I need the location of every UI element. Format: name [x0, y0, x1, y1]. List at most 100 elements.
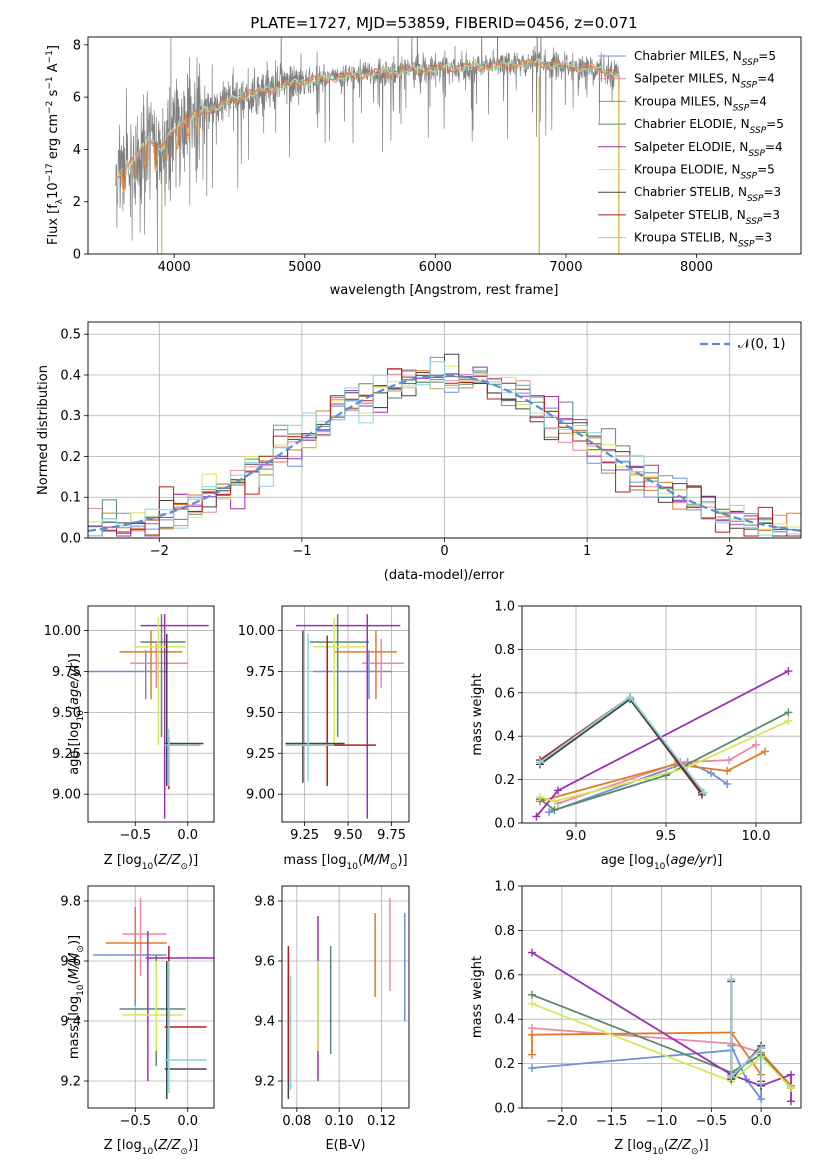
spectrum-xlabel: wavelength [Angstrom, rest frame]: [330, 283, 559, 298]
weight-point: [787, 1070, 796, 1079]
y-tick-label: 9.25: [52, 747, 81, 762]
y-tick-label: 4: [73, 143, 81, 158]
weight-point: [723, 766, 732, 775]
weight-point: [707, 769, 715, 778]
mass_Z-xlabel: Z [log10(Z/Z⊙)]: [104, 1138, 198, 1157]
legend-entry: Chabrier MILES, NSSP=5: [634, 49, 776, 68]
legend-entry: Salpeter ELODIE, NSSP=4: [634, 140, 783, 159]
y-tick-label: 9.00: [52, 788, 81, 803]
y-tick-label: 6: [73, 91, 81, 106]
legend-entry: Kroupa ELODIE, NSSP=5: [634, 163, 775, 182]
x-tick-label: −1: [292, 544, 311, 559]
weight-point: [626, 693, 634, 702]
y-tick-label: 0.2: [494, 1057, 515, 1072]
x-tick-label: 10.0: [742, 829, 771, 844]
y-tick-label: 0.4: [494, 1013, 515, 1028]
weight-series-line: [557, 744, 757, 805]
axes-frame: [87, 605, 215, 823]
x-tick-label: 0.0: [177, 1114, 198, 1129]
normal-curve: [88, 374, 801, 532]
weight-point: [752, 740, 760, 749]
x-tick-label: 7000: [549, 260, 582, 275]
age_mass-xlabel: mass [log10(M/M⊙)]: [283, 853, 407, 872]
legend-entry: Chabrier ELODIE, NSSP=5: [634, 117, 784, 136]
x-tick-label: 1: [583, 544, 591, 559]
x-tick-label: 0.10: [325, 1114, 354, 1129]
axes-mass_ebv: 0.08 0.10 0.12 9.2 9.4 9.6 9.8: [254, 885, 410, 1129]
y-tick-label: 9.6: [60, 955, 81, 970]
y-tick-label: 1.0: [494, 600, 515, 615]
y-tick-label: 9.00: [246, 788, 275, 803]
y-tick-label: 0.8: [494, 924, 515, 939]
weight-series-line: [539, 750, 766, 803]
weight-point: [784, 667, 793, 676]
weight-series-line: [539, 698, 703, 796]
y-tick-label: 9.50: [52, 706, 81, 721]
legend-entry: Salpeter MILES, NSSP=4: [634, 72, 775, 91]
spectrum-model-line: [116, 59, 619, 191]
y-tick-label: 2: [73, 195, 81, 210]
y-tick-label: 0.1: [60, 491, 81, 506]
x-tick-label: 9.50: [334, 828, 363, 843]
weight-point: [527, 990, 536, 999]
legend-entry: Kroupa STELIB, NSSP=3: [634, 231, 772, 250]
weight-point: [527, 948, 536, 957]
weight-point: [554, 786, 562, 795]
spectrum-data-line: [115, 37, 620, 254]
y-tick-label: 0.2: [60, 450, 81, 465]
x-tick-label: 9.0: [566, 829, 587, 844]
y-tick-label: 10.00: [238, 624, 275, 639]
x-tick-label: 0.0: [751, 1114, 772, 1129]
weight-point: [727, 1072, 736, 1081]
x-tick-label: −1.0: [646, 1114, 678, 1129]
weight-series-line: [531, 1002, 792, 1089]
x-tick-label: 2: [726, 544, 734, 559]
weight-point: [545, 808, 553, 817]
weight-point: [757, 1044, 766, 1053]
y-tick-label: 9.4: [60, 1015, 81, 1030]
spectrum-ylabel: Flux [fλ10−17 erg cm−2 s−1 A−1]: [45, 45, 65, 245]
residuals-xlabel: (data-model)/error: [384, 568, 505, 583]
axes-spectrum: 4000 5000 6000 7000 8000 0 2 4 6 8: [73, 36, 802, 275]
x-tick-label: 9.5: [656, 829, 677, 844]
axes-frame: [87, 885, 215, 1109]
weight-point: [725, 756, 733, 765]
spectrum-model-line: [116, 58, 619, 193]
axes-frame: [521, 605, 802, 824]
weight-point: [727, 975, 736, 984]
y-tick-label: 0.8: [494, 643, 515, 658]
y-tick-label: 9.75: [52, 665, 81, 680]
axes-frame: [87, 321, 802, 539]
weight-series-line: [539, 720, 789, 803]
mass_Z-ylabel: mass [log10(M/M⊙)]: [67, 935, 86, 1059]
x-tick-label: 8000: [680, 260, 713, 275]
weight_Z-xlabel: Z [log10(Z/Z⊙)]: [614, 1138, 708, 1157]
x-tick-label: 9.25: [290, 828, 319, 843]
axes-mass_Z: −0.5 0.0 9.2 9.4 9.6 9.8: [60, 885, 215, 1129]
legend-entry: Kroupa MILES, NSSP=4: [634, 94, 767, 113]
x-tick-label: 9.75: [377, 828, 406, 843]
y-tick-label: 0.4: [60, 368, 81, 383]
weight_age-xlabel: age [log10(age/yr)]: [601, 853, 723, 872]
y-tick-label: 9.50: [246, 706, 275, 721]
weight_age-ylabel: mass weight: [470, 673, 485, 755]
x-tick-label: −2.0: [546, 1114, 578, 1129]
y-tick-label: 9.75: [246, 665, 275, 680]
mass_ebv-xlabel: E(B-V): [325, 1138, 365, 1153]
x-tick-label: 0.12: [367, 1114, 396, 1129]
spectrum-model-line: [116, 58, 619, 193]
y-tick-label: 8: [73, 38, 81, 53]
y-tick-label: 9.25: [246, 747, 275, 762]
weight-point: [784, 708, 793, 717]
weight-series-line: [531, 1045, 762, 1102]
x-tick-label: 0: [440, 544, 448, 559]
legend-normal-label: 𝒩(0, 1): [738, 337, 785, 352]
weight-series-line: [730, 979, 762, 1082]
y-tick-label: 10.00: [44, 624, 81, 639]
weight-point: [757, 1079, 766, 1088]
y-tick-label: 0.0: [60, 532, 81, 547]
figure-title: PLATE=1727, MJD=53859, FIBERID=0456, z=0…: [250, 14, 637, 32]
y-tick-label: 0.5: [60, 328, 81, 343]
y-tick-label: 0.6: [494, 686, 515, 701]
